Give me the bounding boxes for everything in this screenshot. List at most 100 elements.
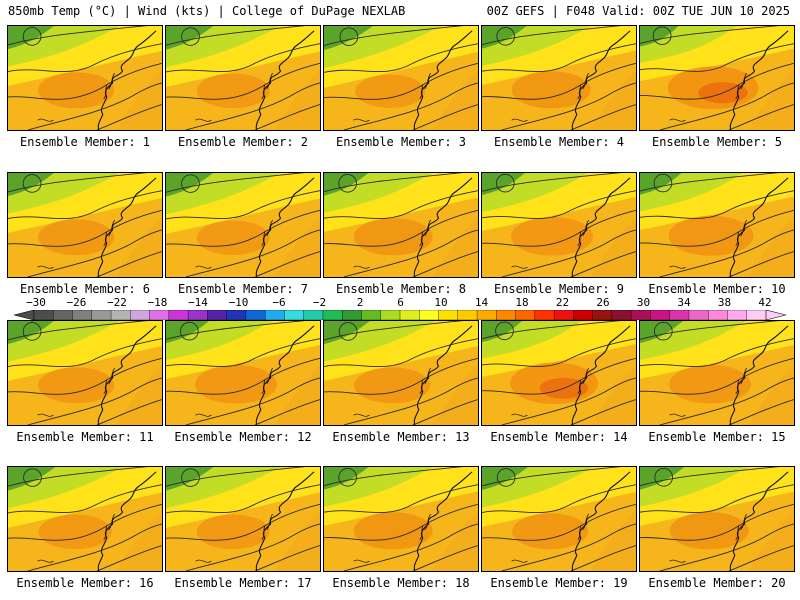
- temperature-colorbar: [14, 310, 786, 320]
- colorbar-swatch: [688, 310, 709, 320]
- ensemble-member-label: Ensemble Member: 2: [177, 135, 309, 149]
- ensemble-map-panel: [639, 320, 795, 426]
- ensemble-map-panel: [7, 25, 163, 131]
- colorbar-swatch: [611, 310, 632, 320]
- colorbar-max-arrow: [765, 310, 786, 320]
- colorbar-tick-label: 2: [356, 296, 364, 309]
- colorbar-swatch: [187, 310, 209, 320]
- colorbar-swatch: [91, 310, 112, 320]
- colorbar-swatch: [476, 310, 498, 320]
- colorbar-swatch: [457, 310, 478, 320]
- ensemble-member-label: Ensemble Member: 10: [648, 282, 786, 296]
- colorbar-tick-label: 22: [555, 296, 570, 309]
- ensemble-member-label: Ensemble Member: 13: [332, 430, 470, 444]
- colorbar-swatch: [727, 310, 748, 320]
- colorbar-tick-label: −2: [312, 296, 327, 309]
- colorbar-swatch: [33, 310, 54, 320]
- ensemble-map-panel: [165, 25, 321, 131]
- ensemble-map-panel: [481, 466, 637, 572]
- ensemble-member-label: Ensemble Member: 9: [493, 282, 625, 296]
- ensemble-member-label: Ensemble Member: 14: [490, 430, 628, 444]
- ensemble-member-label: Ensemble Member: 1: [19, 135, 151, 149]
- ensemble-member-label: Ensemble Member: 3: [335, 135, 467, 149]
- ensemble-member-label: Ensemble Member: 15: [648, 430, 786, 444]
- ensemble-member-label: Ensemble Member: 16: [16, 576, 154, 590]
- colorbar-swatch: [438, 310, 459, 320]
- colorbar-swatch: [168, 310, 189, 320]
- ensemble-map-panel: [7, 172, 163, 278]
- ensemble-map-panel: [639, 25, 795, 131]
- colorbar-swatch: [515, 310, 536, 320]
- ensemble-member-label: Ensemble Member: 12: [174, 430, 312, 444]
- colorbar-swatch: [72, 310, 93, 320]
- colorbar-swatch: [708, 310, 729, 320]
- colorbar-swatch: [207, 310, 228, 320]
- colorbar-swatch: [130, 310, 151, 320]
- colorbar-swatch: [245, 310, 266, 320]
- colorbar-tick-label: −14: [188, 296, 208, 309]
- ensemble-map-panel: [639, 466, 795, 572]
- colorbar-swatch: [592, 310, 613, 320]
- colorbar-swatch: [553, 310, 575, 320]
- colorbar-tick-label: −30: [26, 296, 46, 309]
- colorbar-tick-label: 34: [677, 296, 691, 309]
- colorbar-swatch: [149, 310, 170, 320]
- colorbar-swatch: [746, 310, 767, 320]
- colorbar-swatch: [110, 310, 132, 320]
- colorbar-swatch: [284, 310, 305, 320]
- colorbar-tick-label: −6: [272, 296, 286, 309]
- colorbar-swatch: [264, 310, 286, 320]
- ensemble-map-panel: [639, 172, 795, 278]
- colorbar-swatch: [419, 310, 440, 320]
- colorbar-tick-label: 26: [596, 296, 610, 309]
- ensemble-map-panel: [323, 320, 479, 426]
- colorbar-min-arrow: [14, 310, 35, 320]
- model-run-valid-time: 00Z GEFS | F048 Valid: 00Z TUE JUN 10 20…: [486, 4, 790, 18]
- colorbar-swatch: [650, 310, 671, 320]
- ensemble-member-label: Ensemble Member: 7: [177, 282, 309, 296]
- colorbar-swatch: [361, 310, 382, 320]
- colorbar-swatch: [342, 310, 363, 320]
- colorbar-tick-label: 6: [397, 296, 404, 309]
- colorbar-swatch: [669, 310, 690, 320]
- colorbar-tick-label: −22: [107, 296, 127, 309]
- colorbar-tick-label: 30: [636, 296, 651, 309]
- ensemble-member-label: Ensemble Member: 19: [490, 576, 628, 590]
- colorbar-tick-label: 42: [758, 296, 772, 309]
- ensemble-member-label: Ensemble Member: 6: [19, 282, 151, 296]
- colorbar-swatch: [226, 310, 247, 320]
- colorbar-swatch: [399, 310, 420, 320]
- ensemble-member-label: Ensemble Member: 17: [174, 576, 312, 590]
- ensemble-map-panel: [165, 172, 321, 278]
- ensemble-member-label: Ensemble Member: 8: [335, 282, 467, 296]
- colorbar-swatch: [53, 310, 74, 320]
- ensemble-map-panel: [323, 172, 479, 278]
- ensemble-map-panel: [7, 320, 163, 426]
- colorbar-swatch: [322, 310, 343, 320]
- ensemble-member-label: Ensemble Member: 5: [651, 135, 783, 149]
- ensemble-map-panel: [323, 25, 479, 131]
- ensemble-member-label: Ensemble Member: 11: [16, 430, 154, 444]
- map-title: 850mb Temp (°C) | Wind (kts) | College o…: [8, 4, 406, 18]
- ensemble-member-label: Ensemble Member: 4: [493, 135, 625, 149]
- colorbar-swatch: [573, 310, 594, 320]
- ensemble-member-label: Ensemble Member: 18: [332, 576, 470, 590]
- ensemble-map-panel: [481, 25, 637, 131]
- colorbar-tick-label: 38: [717, 296, 732, 309]
- ensemble-map-panel: [7, 466, 163, 572]
- colorbar-swatch: [630, 310, 652, 320]
- ensemble-map-panel: [165, 466, 321, 572]
- colorbar-tick-label: −18: [147, 296, 168, 309]
- colorbar-tick-label: 14: [474, 296, 489, 309]
- ensemble-map-panel: [323, 466, 479, 572]
- colorbar-swatch: [380, 310, 401, 320]
- colorbar-swatch: [303, 310, 324, 320]
- ensemble-map-panel: [165, 320, 321, 426]
- ensemble-map-panel: [481, 320, 637, 426]
- colorbar-swatch: [534, 310, 555, 320]
- colorbar-tick-label: 18: [515, 296, 529, 309]
- colorbar-tick-label: −26: [66, 296, 87, 309]
- ensemble-map-panel: [481, 172, 637, 278]
- colorbar-swatch: [496, 310, 517, 320]
- ensemble-member-label: Ensemble Member: 20: [648, 576, 786, 590]
